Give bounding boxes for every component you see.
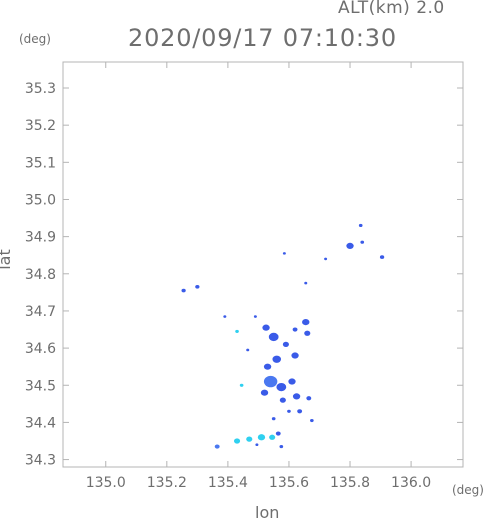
echo-cell — [272, 355, 282, 363]
echo-cell — [271, 417, 276, 421]
plot-frame — [62, 61, 464, 468]
echo-cell — [239, 383, 244, 387]
echo-cell — [269, 434, 276, 440]
y-tick-label: 34.5 — [25, 378, 56, 394]
echo-cell — [346, 242, 354, 250]
x-tick-label: 135.0 — [86, 475, 126, 491]
echo-cell — [257, 434, 266, 441]
echo-cell — [246, 436, 253, 442]
echo-cell — [262, 324, 270, 331]
echo-cell — [302, 318, 310, 326]
echo-cell — [360, 240, 365, 244]
echo-cell — [275, 431, 281, 436]
y-tick-label: 35.0 — [25, 192, 56, 208]
echo-cell — [268, 332, 279, 342]
echo-cell — [263, 375, 278, 388]
y-tick-label: 35.1 — [25, 155, 56, 171]
echo-cell — [292, 327, 298, 332]
y-tick-label: 34.9 — [25, 230, 56, 246]
y-tick-label: 35.3 — [25, 81, 56, 97]
x-tick-label: 135.2 — [147, 475, 187, 491]
echo-cell — [358, 223, 363, 228]
y-tick-label: 34.7 — [25, 304, 56, 320]
x-tick-label: 136.0 — [391, 475, 431, 491]
y-tick-label: 34.3 — [25, 453, 56, 469]
echo-cell — [282, 341, 289, 347]
y-tick-label: 34.6 — [25, 341, 56, 357]
y-axis-unit: (deg) — [19, 32, 51, 46]
echo-cell — [253, 315, 257, 318]
echo-cell — [292, 393, 301, 400]
x-tick-label: 135.8 — [330, 475, 370, 491]
x-tick-label: 135.4 — [208, 475, 248, 491]
echo-cell — [214, 444, 220, 449]
echo-cell — [282, 252, 286, 255]
echo-cell — [246, 348, 250, 352]
echo-cell — [181, 288, 186, 293]
echo-cell — [276, 382, 287, 392]
echo-cell — [287, 409, 291, 413]
echo-cell — [255, 443, 259, 446]
echo-cell — [310, 418, 314, 423]
axis-ticks: 135.0 135.2 135.4 135.6 135.8 136.0 35.3 35.2 35… — [25, 62, 463, 491]
echo-cell — [324, 257, 328, 261]
echo-cell — [291, 352, 299, 359]
y-tick-label: 34.8 — [25, 267, 56, 283]
echo-cell — [379, 255, 385, 259]
x-axis-label: lon — [255, 503, 280, 522]
echo-cell — [263, 363, 272, 370]
echo-cell — [279, 397, 286, 403]
echo-cell — [233, 438, 241, 444]
altitude-label: ALT(km) 2.0 — [338, 0, 445, 18]
echo-cell — [223, 315, 227, 318]
echo-cell — [235, 329, 239, 333]
echo-cell — [288, 378, 296, 385]
echo-cell — [297, 409, 303, 414]
echo-cell — [260, 389, 269, 396]
echo-cell — [195, 284, 200, 289]
x-tick-label: 135.6 — [269, 475, 309, 491]
y-tick-label: 34.4 — [25, 415, 56, 431]
y-tick-label: 35.2 — [25, 118, 56, 134]
echo-cell — [306, 396, 312, 401]
x-axis-unit: (deg) — [452, 483, 484, 497]
echo-cell — [304, 281, 308, 285]
echo-layer — [181, 223, 385, 449]
observation-timestamp: 2020/09/17 07:10:30 — [128, 24, 397, 52]
echo-cell — [279, 445, 284, 449]
echo-cell — [304, 330, 311, 336]
